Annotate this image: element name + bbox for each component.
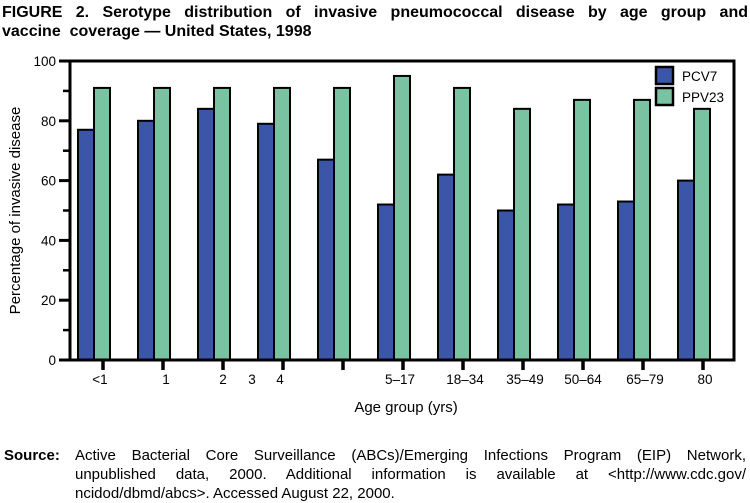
- bar-pcv7-10: [677, 179, 695, 361]
- bar-ppv23-9: [633, 98, 651, 362]
- bar-pcv7-5: [377, 203, 395, 361]
- legend-swatch-ppv23: [654, 86, 675, 107]
- y-axis-label: Percentage of invasive disease: [7, 107, 24, 315]
- bar-pcv7-2: [197, 107, 215, 361]
- x-tick-label: 3: [248, 372, 256, 387]
- y-tick-label: 60: [41, 174, 56, 189]
- bar-ppv23-7: [513, 107, 531, 361]
- legend-label-pcv7: PCV7: [682, 69, 717, 84]
- source-label: Source:: [4, 447, 60, 464]
- x-tick-label: 2: [219, 372, 227, 387]
- legend-swatch-pcv7: [654, 65, 675, 86]
- bar-ppv23-4: [333, 86, 351, 361]
- title-line-2: vaccine coverage — United States, 1998: [2, 23, 312, 40]
- source-line-1: Active Bacterial Core Surveillance (ABCs…: [75, 447, 746, 464]
- x-tick-label: 1: [162, 372, 170, 387]
- source-note: Source: Active Bacterial Core Surveillan…: [4, 446, 746, 503]
- bar-ppv23-2: [213, 86, 231, 361]
- y-tick-label: 100: [33, 54, 56, 69]
- bar-ppv23-3: [273, 86, 291, 361]
- source-line-2: unpublished data, 2000. Additional infor…: [75, 466, 746, 483]
- bar-pcv7-3: [257, 122, 275, 362]
- bar-pcv7-8: [557, 203, 575, 361]
- bar-pcv7-1: [137, 119, 155, 361]
- x-tick-label: <1: [92, 372, 107, 387]
- bar-ppv23-0: [93, 86, 111, 361]
- bar-ppv23-8: [573, 98, 591, 362]
- source-text: Active Bacterial Core Surveillance (ABCs…: [75, 446, 746, 503]
- bar-ppv23-6: [453, 86, 471, 361]
- x-tick-label: 18–34: [446, 372, 484, 387]
- figure-title: FIGURE 2. Serotype distribution of invas…: [2, 3, 748, 41]
- x-tick-label: 5–17: [385, 372, 415, 387]
- x-axis-label: Age group (yrs): [354, 399, 457, 416]
- bar-ppv23-10: [693, 107, 711, 361]
- bar-pcv7-7: [497, 209, 515, 361]
- x-tick-label: 65–79: [626, 372, 664, 387]
- x-tick-label: 80: [697, 372, 712, 387]
- x-tick-label: 35–49: [506, 372, 544, 387]
- x-tick-label: 50–64: [564, 372, 602, 387]
- y-tick-label: 20: [41, 293, 56, 308]
- bar-ppv23-1: [153, 86, 171, 361]
- legend-label-ppv23: PPV23: [682, 90, 724, 105]
- y-tick-label: 0: [48, 353, 56, 368]
- source-line-3: ncidod/dbmd/abcs>. Accessed August 22, 2…: [75, 485, 395, 502]
- y-tick-label: 80: [41, 114, 56, 129]
- bar-pcv7-9: [617, 200, 635, 361]
- y-tick-label: 40: [41, 233, 56, 248]
- bar-ppv23-5: [393, 74, 411, 361]
- bar-pcv7-0: [77, 128, 95, 361]
- x-tick-label: 4: [276, 372, 284, 387]
- bar-pcv7-6: [437, 173, 455, 361]
- title-line-1: FIGURE 2. Serotype distribution of invas…: [2, 4, 748, 21]
- plot-box: [68, 59, 736, 362]
- bar-pcv7-4: [317, 158, 335, 361]
